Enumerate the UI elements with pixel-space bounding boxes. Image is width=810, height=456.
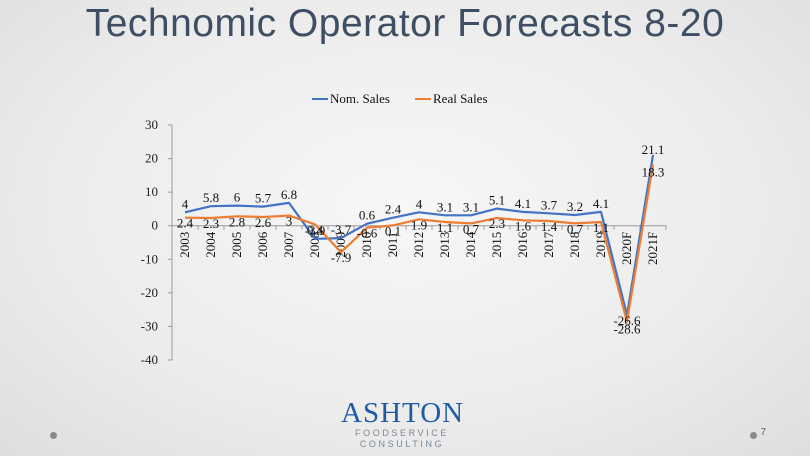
y-tick-label: -10: [141, 251, 158, 266]
data-label: 5.7: [255, 191, 272, 206]
logo-word: ASHTON: [341, 397, 465, 429]
data-label: 4.1: [515, 196, 531, 211]
x-tick-label: 2013: [437, 232, 452, 258]
data-label: 4.1: [593, 196, 609, 211]
x-tick-label: 2020F: [619, 232, 634, 265]
data-label: 4: [182, 196, 189, 211]
data-label: 3.1: [463, 199, 479, 214]
x-tick-label: 2018: [567, 232, 582, 258]
y-tick-label: -40: [141, 352, 158, 367]
x-tick-label: 2011: [385, 232, 400, 258]
data-label: -0.6: [357, 226, 378, 241]
data-label: 2.4: [385, 202, 402, 217]
data-label: 18.3: [642, 164, 665, 179]
x-tick-label: 2021F: [645, 232, 660, 265]
x-tick-label: 2006: [255, 231, 270, 258]
next-slide-dot-icon[interactable]: [750, 432, 757, 439]
y-tick-label: 30: [145, 117, 158, 132]
x-tick-label: 2012: [411, 232, 426, 258]
series-line-nominal: [184, 154, 655, 317]
data-label: 0.4: [307, 222, 324, 237]
chart-lines: [184, 154, 655, 323]
series-line-real: [184, 164, 655, 323]
data-label: 2.3: [489, 216, 505, 231]
chart-data-labels: 4 5.8 6 5.7 6.8 -3.9 -3.7 0.6 2.4 4 3.1 3.1 5.1 4.1 3.…: [177, 142, 665, 337]
data-label: 2.4: [177, 216, 194, 231]
y-tick-label: 20: [145, 151, 158, 166]
data-label: 1.1: [593, 220, 609, 235]
data-label: 2.6: [255, 215, 272, 230]
data-label: 0.7: [567, 221, 584, 236]
prev-slide-dot-icon[interactable]: [50, 432, 57, 439]
data-label: -26.6: [613, 313, 641, 328]
data-label: 3: [286, 214, 293, 229]
data-label: 2.3: [203, 216, 219, 231]
data-label: 6: [234, 190, 241, 205]
x-tick-label: 2014: [463, 231, 478, 258]
x-tick-label: 2005: [229, 232, 244, 258]
x-tick-label: 2003: [177, 232, 192, 258]
data-label: 0.1: [385, 223, 401, 238]
data-label: 3.1: [437, 199, 453, 214]
data-label: 5.8: [203, 190, 219, 205]
data-label: 3.7: [541, 197, 558, 212]
x-tick-label: 2017: [541, 231, 556, 258]
data-label: 5.1: [489, 193, 505, 208]
x-tick-label: 2004: [203, 231, 218, 258]
data-label: 0.6: [359, 208, 376, 223]
data-label: 21.1: [642, 142, 665, 157]
data-label: 1.4: [541, 219, 558, 234]
y-tick-label: -30: [141, 318, 158, 333]
logo-line-2: CONSULTING: [359, 439, 445, 449]
x-tick-label: 2010: [359, 232, 374, 258]
data-label: -3.7: [331, 222, 352, 237]
legend-label: Real Sales: [433, 91, 488, 106]
x-tick-label: 2019: [593, 232, 608, 258]
data-label: -3.9: [305, 223, 326, 238]
data-label: 3.2: [567, 199, 583, 214]
data-label: 6.8: [281, 187, 297, 202]
y-tick-label: 10: [145, 184, 158, 199]
chart-legend: Nom. Sales Real Sales: [312, 91, 488, 106]
y-tick-label: 0: [152, 218, 159, 233]
x-tick-label: 2016: [515, 231, 530, 258]
data-label: 0.7: [463, 221, 480, 236]
slide-title: Technomic Operator Forecasts 8-20: [85, 2, 725, 45]
x-tick-label: 2007: [281, 231, 296, 258]
legend-label: Nom. Sales: [330, 91, 390, 106]
data-label: 1.1: [437, 220, 453, 235]
data-label: 4: [416, 196, 423, 211]
data-label: 1.9: [411, 217, 427, 232]
data-label: -28.6: [613, 322, 641, 337]
data-label: 2.8: [229, 214, 245, 229]
logo-line-1: FOODSERVICE: [355, 428, 449, 438]
ashton-logo: ASHTON FOODSERVICE CONSULTING: [341, 398, 463, 456]
line-chart: Nom. Sales Real Sales 3020100-10-20-30-40…: [141, 91, 667, 367]
x-tick-label: 2015: [489, 232, 504, 258]
slide-number: 7: [760, 427, 766, 438]
data-label: -7.9: [331, 250, 352, 265]
y-tick-label: -20: [141, 285, 158, 300]
data-label: 1.6: [515, 218, 532, 233]
